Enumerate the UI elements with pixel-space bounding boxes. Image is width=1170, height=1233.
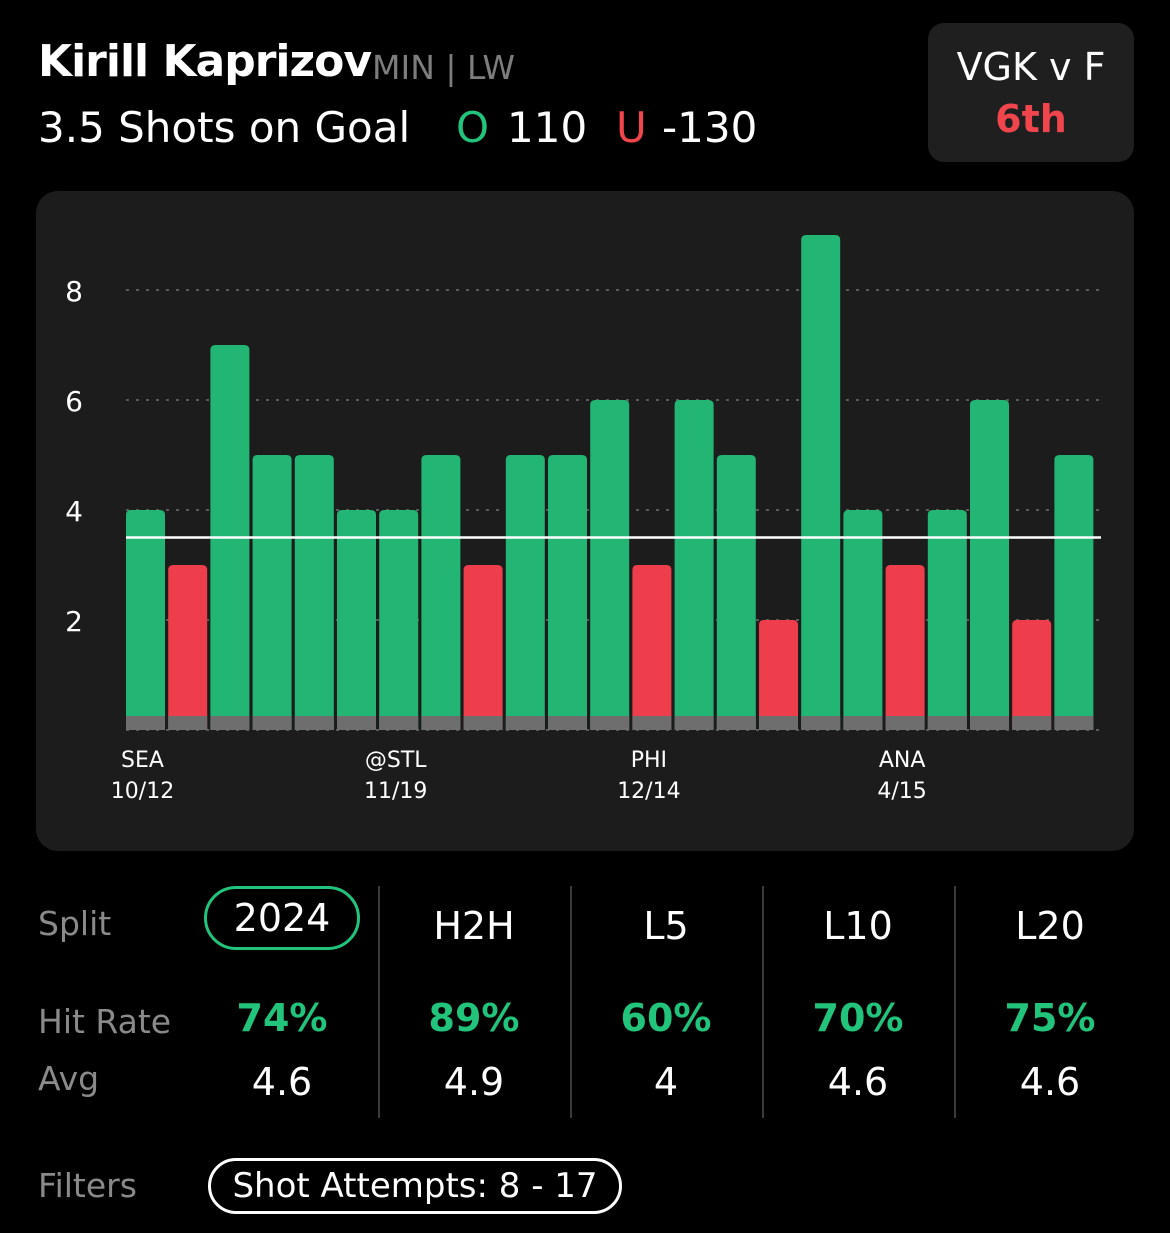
bar-base	[463, 716, 503, 730]
bar-over	[927, 510, 967, 730]
split-column-l5[interactable]: L5 60% 4	[570, 886, 762, 1118]
split-column-2024[interactable]: 2024 74% 4.6	[186, 886, 378, 1118]
split-tab-l10[interactable]: L10	[823, 904, 893, 948]
bar-base	[1012, 716, 1052, 730]
bar-over	[421, 455, 461, 730]
shot-attempts-filter[interactable]: Shot Attempts: 8 - 17	[208, 1158, 622, 1214]
split-tab-2024[interactable]: 2024	[204, 886, 360, 950]
bar-under	[168, 565, 208, 730]
column-divider	[378, 886, 380, 1118]
bar-under	[1012, 620, 1052, 730]
y-tick-label: 6	[65, 385, 83, 418]
column-divider	[954, 886, 956, 1118]
x-tick-label-team: SEA	[121, 748, 164, 773]
split-label: Split	[38, 904, 112, 943]
x-tick-label-team: ANA	[879, 748, 926, 773]
bar-over	[970, 400, 1009, 730]
bar-over	[337, 510, 376, 730]
game-log-chart: 2 4 6 8 SEA 10/12 @STL 11/19 PHI 12/14 ANA 4/15	[65, 235, 1101, 804]
matchup-teams: VGK v F	[956, 45, 1106, 89]
hit-rate-value: 89%	[428, 996, 520, 1040]
bar-over	[674, 400, 714, 730]
x-tick-label-date: 10/12	[111, 779, 174, 804]
bar-under	[885, 565, 925, 730]
column-divider	[570, 886, 572, 1118]
split-tab-l20[interactable]: L20	[1015, 904, 1085, 948]
avg-label: Avg	[38, 1059, 100, 1098]
bar-base	[927, 716, 967, 730]
bar-under	[632, 565, 672, 730]
bar-over	[843, 510, 883, 730]
avg-value: 4.6	[251, 1060, 313, 1104]
bar-over	[294, 455, 334, 730]
bar-base	[379, 716, 419, 730]
matchup-card[interactable]: VGK v F 6th	[928, 23, 1134, 162]
avg-value: 4	[653, 1060, 679, 1104]
bar-under	[759, 620, 798, 730]
y-tick-label: 4	[65, 495, 83, 528]
under-indicator: U	[616, 103, 647, 152]
filters-label: Filters	[38, 1166, 137, 1205]
hit-rate-value: 60%	[620, 996, 712, 1040]
x-tick-label-date: 12/14	[617, 779, 680, 804]
bar-base	[885, 716, 925, 730]
bar-base	[970, 716, 1009, 730]
y-tick-label: 2	[65, 605, 83, 638]
hit-rate-value: 70%	[812, 996, 904, 1040]
bar-base	[337, 716, 376, 730]
x-tick-label-date: 4/15	[877, 779, 926, 804]
prop-line: 3.5 Shots on Goal	[38, 103, 411, 152]
bar-base	[210, 716, 250, 730]
over-indicator: O	[456, 103, 490, 152]
avg-value: 4.9	[443, 1060, 505, 1104]
hit-rate-value: 74%	[236, 996, 328, 1040]
under-odds[interactable]: -130	[662, 103, 758, 152]
split-column-l20[interactable]: L20 75% 4.6	[954, 886, 1146, 1118]
split-column-l10[interactable]: L10 70% 4.6	[762, 886, 954, 1118]
bar-base	[759, 716, 798, 730]
matchup-period: 6th	[995, 97, 1067, 141]
avg-value: 4.6	[827, 1060, 889, 1104]
split-tab-l5[interactable]: L5	[643, 904, 689, 948]
bar-over	[590, 400, 630, 730]
bar-base	[843, 716, 883, 730]
bar-base	[632, 716, 672, 730]
y-tick-label: 8	[65, 275, 83, 308]
bar-base	[505, 716, 545, 730]
bar-base	[1054, 716, 1094, 730]
bar-under	[463, 565, 503, 730]
player-meta: MIN | LW	[372, 48, 515, 87]
bar-over	[716, 455, 756, 730]
avg-value: 4.6	[1019, 1060, 1081, 1104]
bar-base	[674, 716, 714, 730]
x-tick-label-team: @STL	[365, 748, 427, 773]
hit-rate-label: Hit Rate	[38, 1002, 172, 1041]
bar-base	[252, 716, 292, 730]
hit-rate-value: 75%	[1004, 996, 1096, 1040]
bar-over	[548, 455, 587, 730]
bar-base	[801, 716, 841, 730]
x-tick-label-team: PHI	[631, 748, 667, 773]
bar-over	[801, 235, 841, 730]
x-tick-label-date: 11/19	[364, 779, 427, 804]
bar-base	[590, 716, 630, 730]
column-divider	[762, 886, 764, 1118]
bar-base	[168, 716, 208, 730]
player-name: Kirill Kaprizov	[38, 36, 372, 87]
bar-over	[252, 455, 292, 730]
bar-over	[505, 455, 545, 730]
bar-base	[548, 716, 587, 730]
chart-panel: 2 4 6 8 SEA 10/12 @STL 11/19 PHI 12/14 ANA 4/15	[36, 191, 1134, 851]
split-column-h2h[interactable]: H2H 89% 4.9	[378, 886, 570, 1118]
bar-base	[716, 716, 756, 730]
over-odds[interactable]: 110	[507, 103, 588, 152]
bar-base	[421, 716, 461, 730]
bar-base	[294, 716, 334, 730]
bar-over	[126, 510, 165, 730]
bar-base	[126, 716, 165, 730]
bar-over	[379, 510, 419, 730]
split-tab-h2h[interactable]: H2H	[433, 904, 515, 948]
bar-over	[1054, 455, 1094, 730]
